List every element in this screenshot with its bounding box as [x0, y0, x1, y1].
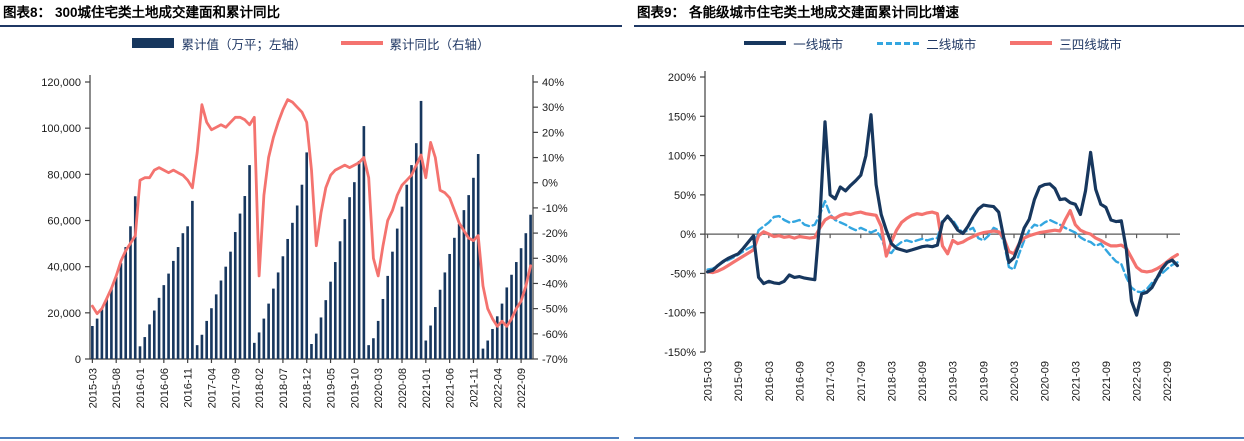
svg-text:2020-03: 2020-03	[373, 368, 385, 408]
svg-text:20,000: 20,000	[47, 308, 81, 320]
svg-text:60,000: 60,000	[47, 216, 81, 228]
svg-text:2017-09: 2017-09	[230, 368, 242, 408]
chart8-legend: 累计值（万平；左轴） 累计同比（右轴）	[0, 30, 622, 56]
svg-text:2022-09: 2022-09	[516, 368, 528, 408]
svg-text:2017-03: 2017-03	[825, 361, 837, 401]
legend-label-tier1: 一线城市	[793, 37, 844, 52]
svg-text:150%: 150%	[668, 111, 696, 123]
chart9-title-prefix: 图表9：	[637, 5, 686, 20]
line-series-tier2	[706, 199, 1179, 294]
svg-text:2021-03: 2021-03	[1070, 361, 1082, 401]
svg-text:-20%: -20%	[542, 228, 568, 240]
svg-text:2021-11: 2021-11	[468, 368, 480, 408]
dashed-line-swatch-tier2	[877, 41, 920, 45]
svg-text:0%: 0%	[542, 178, 558, 190]
svg-text:2021-09: 2021-09	[1101, 361, 1113, 401]
svg-text:2016-09: 2016-09	[794, 361, 806, 401]
svg-text:2018-12: 2018-12	[302, 368, 314, 408]
chart9-canvas: 200% 150% 100% 50% 0% -50% -100% -150% 2015-03 20…	[664, 71, 1180, 401]
legend-label-tier34: 三四线城市	[1059, 37, 1122, 52]
svg-text:80,000: 80,000	[47, 169, 81, 181]
svg-text:-40%: -40%	[542, 278, 568, 290]
legend-item-tier1: 一线城市	[744, 34, 843, 53]
legend-item-tier34: 三四线城市	[1010, 34, 1122, 53]
chart9-legend: 一线城市 二线城市 三四线城市	[622, 30, 1244, 56]
svg-text:2019-03: 2019-03	[948, 361, 960, 401]
svg-text:2015-03: 2015-03	[87, 368, 99, 408]
svg-text:2022-09: 2022-09	[1162, 361, 1174, 401]
svg-text:-70%: -70%	[542, 354, 568, 366]
svg-text:-100%: -100%	[664, 308, 696, 320]
svg-text:-50%: -50%	[670, 268, 696, 280]
svg-text:2019-09: 2019-09	[978, 361, 990, 401]
svg-text:2018-09: 2018-09	[917, 361, 929, 401]
svg-text:-50%: -50%	[542, 304, 568, 316]
bar-swatch-cumulative-value	[132, 38, 175, 48]
panel-chart9: 图表9： 各能级城市住宅类土地成交建面累计同比增速 一线城市 二线城市 三四线城市 2…	[622, 0, 1244, 441]
svg-text:2020-03: 2020-03	[1009, 361, 1021, 401]
chart8-title-prefix: 图表8：	[3, 5, 52, 20]
svg-text:2016-06: 2016-06	[159, 368, 171, 408]
svg-text:2018-07: 2018-07	[278, 368, 290, 408]
svg-text:40,000: 40,000	[47, 262, 81, 274]
chart8-title: 图表8： 300城住宅类土地成交建面和累计同比	[0, 0, 622, 27]
legend-label-tier2: 二线城市	[926, 37, 977, 52]
svg-text:2019-10: 2019-10	[349, 368, 361, 408]
svg-text:2022-03: 2022-03	[1132, 361, 1144, 401]
legend-label-cumulative-value: 累计值（万平；左轴）	[181, 37, 307, 52]
svg-text:20%: 20%	[542, 127, 564, 139]
chart9-bottom-rule	[634, 436, 1244, 439]
svg-text:30%: 30%	[542, 102, 564, 114]
panel-chart8: 图表8： 300城住宅类土地成交建面和累计同比 累计值（万平；左轴） 累计同比（右轴…	[0, 0, 622, 439]
svg-text:100%: 100%	[668, 151, 696, 163]
svg-text:2016-03: 2016-03	[764, 361, 776, 401]
bar-series-cumulative-value	[91, 100, 532, 360]
legend-label-cumulative-yoy: 累计同比（右轴）	[389, 37, 490, 52]
chart9-title-text: 各能级城市住宅类土地成交建面累计同比增速	[689, 5, 960, 20]
svg-text:2022-04: 2022-04	[492, 368, 504, 408]
svg-text:50%: 50%	[674, 190, 696, 202]
svg-text:0%: 0%	[680, 229, 696, 241]
line-series-tier1	[705, 113, 1180, 317]
svg-text:-150%: -150%	[664, 347, 696, 359]
legend-item-tier2: 二线城市	[877, 34, 976, 53]
legend-item-cumulative-yoy: 累计同比（右轴）	[340, 34, 490, 53]
svg-text:2015-08: 2015-08	[111, 368, 123, 408]
chart8-title-text: 300城住宅类土地成交建面和累计同比	[55, 5, 281, 20]
svg-text:100,000: 100,000	[41, 123, 81, 135]
svg-text:2021-06: 2021-06	[445, 368, 457, 408]
svg-text:-30%: -30%	[542, 253, 568, 265]
svg-text:2020-08: 2020-08	[397, 368, 409, 408]
svg-text:120,000: 120,000	[41, 77, 81, 89]
svg-text:200%: 200%	[668, 72, 696, 84]
svg-text:2021-01: 2021-01	[421, 368, 433, 408]
chart8-bottom-rule	[0, 436, 619, 439]
svg-text:-60%: -60%	[542, 329, 568, 341]
line-series-cumulative-yoy	[91, 98, 532, 328]
legend-item-cumulative-value: 累计值（万平；左轴）	[132, 34, 307, 53]
svg-text:2016-01: 2016-01	[135, 368, 147, 408]
line-swatch-tier34	[1010, 41, 1053, 45]
svg-text:2017-04: 2017-04	[206, 368, 218, 408]
svg-text:2016-11: 2016-11	[183, 368, 195, 408]
svg-text:2017-09: 2017-09	[856, 361, 868, 401]
svg-text:2018-02: 2018-02	[254, 368, 266, 408]
svg-text:2015-09: 2015-09	[733, 361, 745, 401]
svg-text:2018-03: 2018-03	[886, 361, 898, 401]
line-swatch-tier1	[744, 41, 787, 45]
svg-text:40%: 40%	[542, 77, 564, 89]
svg-text:10%: 10%	[542, 153, 564, 165]
line-swatch-cumulative-yoy	[340, 41, 383, 45]
svg-text:-10%: -10%	[542, 203, 568, 215]
svg-text:2019-05: 2019-05	[326, 368, 338, 408]
chart9-title: 图表9： 各能级城市住宅类土地成交建面累计同比增速	[634, 0, 1244, 27]
svg-text:0: 0	[75, 354, 81, 366]
line-series-tier34	[705, 209, 1180, 275]
svg-text:2015-03: 2015-03	[703, 361, 715, 401]
chart8-canvas: 120,000 100,000 80,000 60,000 40,000 20,000 0 4…	[41, 75, 568, 408]
svg-text:2020-09: 2020-09	[1040, 361, 1052, 401]
